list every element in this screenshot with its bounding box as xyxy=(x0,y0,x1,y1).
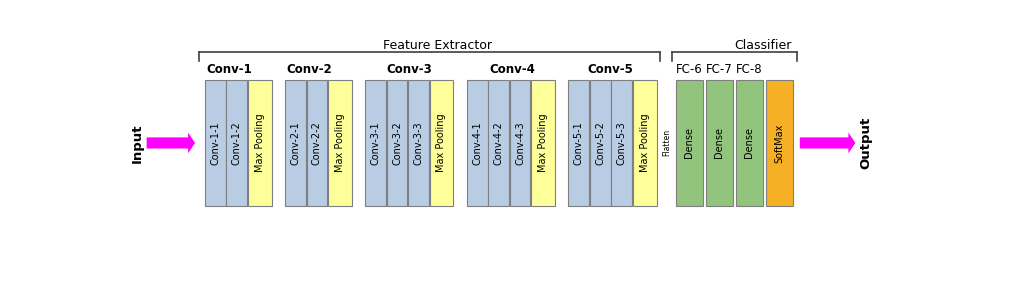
Bar xyxy=(366,80,386,206)
Text: Conv-2-2: Conv-2-2 xyxy=(312,121,322,165)
Text: Conv-5: Conv-5 xyxy=(588,63,634,76)
Bar xyxy=(531,80,555,206)
Text: Flatten: Flatten xyxy=(663,129,672,156)
Bar xyxy=(568,80,589,206)
Bar xyxy=(676,80,702,206)
Bar xyxy=(430,80,454,206)
Text: Conv-4: Conv-4 xyxy=(489,63,535,76)
Text: Dense: Dense xyxy=(714,127,724,158)
Bar xyxy=(306,80,328,206)
Text: Conv-1-2: Conv-1-2 xyxy=(231,121,242,165)
Bar xyxy=(488,80,509,206)
Text: Max Pooling: Max Pooling xyxy=(538,114,548,172)
Bar xyxy=(766,80,793,206)
Bar xyxy=(387,80,408,206)
Text: Conv-3-3: Conv-3-3 xyxy=(414,121,424,165)
Bar xyxy=(736,80,763,206)
Text: FC-6: FC-6 xyxy=(676,63,702,76)
Bar xyxy=(226,80,247,206)
Text: Conv-5-1: Conv-5-1 xyxy=(573,121,584,165)
Text: SoftMax: SoftMax xyxy=(774,123,784,163)
Text: Conv-1-1: Conv-1-1 xyxy=(210,121,220,165)
Text: Max Pooling: Max Pooling xyxy=(640,114,649,172)
Text: FC-7: FC-7 xyxy=(706,63,732,76)
Text: Output: Output xyxy=(859,117,872,169)
Bar xyxy=(409,80,429,206)
Bar xyxy=(328,80,352,206)
Text: Conv-3-2: Conv-3-2 xyxy=(392,121,402,165)
Bar xyxy=(611,80,632,206)
Text: Max Pooling: Max Pooling xyxy=(436,114,446,172)
Text: Conv-1: Conv-1 xyxy=(207,63,253,76)
Bar xyxy=(590,80,610,206)
Text: Conv-4-3: Conv-4-3 xyxy=(515,121,525,165)
Text: Max Pooling: Max Pooling xyxy=(255,114,265,172)
Text: Classifier: Classifier xyxy=(734,39,792,52)
Text: Conv-3-1: Conv-3-1 xyxy=(371,121,381,165)
Text: FC-8: FC-8 xyxy=(736,63,763,76)
Bar xyxy=(633,80,656,206)
Bar xyxy=(285,80,306,206)
Text: Max Pooling: Max Pooling xyxy=(335,114,345,172)
Text: Input: Input xyxy=(131,123,144,163)
Text: Conv-5-3: Conv-5-3 xyxy=(616,121,627,165)
Text: Conv-5-2: Conv-5-2 xyxy=(595,121,605,165)
Text: Conv-2-1: Conv-2-1 xyxy=(291,121,300,165)
Text: Conv-3: Conv-3 xyxy=(387,63,432,76)
Text: Feature Extractor: Feature Extractor xyxy=(383,39,492,52)
Text: Dense: Dense xyxy=(744,127,755,158)
Bar xyxy=(510,80,530,206)
Bar xyxy=(248,80,271,206)
Bar xyxy=(706,80,733,206)
Text: Dense: Dense xyxy=(684,127,694,158)
Text: Conv-2: Conv-2 xyxy=(286,63,332,76)
Text: Conv-4-1: Conv-4-1 xyxy=(472,121,482,165)
Bar xyxy=(467,80,487,206)
Bar xyxy=(205,80,225,206)
Text: Conv-4-2: Conv-4-2 xyxy=(494,121,504,165)
